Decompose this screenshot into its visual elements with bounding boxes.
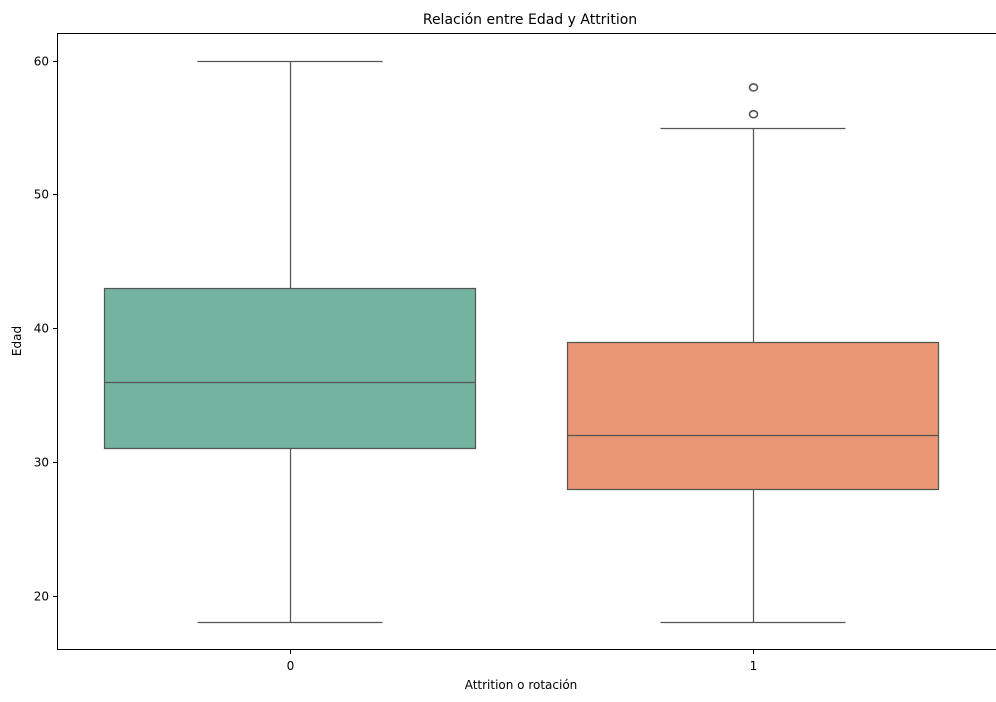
y-axis: 20 30 40 50 60: [34, 55, 58, 604]
plot-area-frame: [57, 33, 996, 650]
x-tick-label: 1: [750, 659, 758, 673]
y-axis-label: Edad: [10, 326, 24, 356]
x-tick-label: 0: [287, 659, 295, 673]
y-tick-label: 50: [34, 188, 49, 202]
y-tick-label: 40: [34, 322, 49, 336]
y-tick-label: 20: [34, 590, 49, 604]
outlier-point: [748, 83, 759, 92]
y-tick-label: 30: [34, 456, 49, 470]
y-tick-label: 60: [34, 55, 49, 69]
x-axis-label: Attrition o rotación: [465, 678, 578, 692]
box-1: [566, 83, 940, 624]
outlier-point: [748, 109, 759, 119]
chart-title: Relación entre Edad y Attrition: [423, 12, 637, 28]
box-iqr: [103, 287, 477, 450]
box-0: [103, 60, 477, 624]
box-series: [103, 60, 940, 624]
box-iqr: [566, 341, 940, 491]
